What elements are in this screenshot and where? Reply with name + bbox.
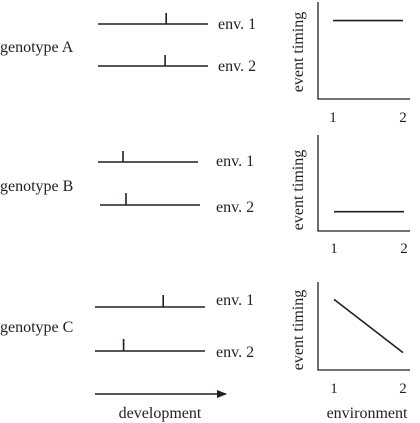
development-label: development [119, 405, 202, 422]
genotype-a-ylabel: event timing [290, 12, 307, 92]
genotype-b-xtick-1: 1 [330, 241, 338, 257]
genotype-c-env1-label: env. 1 [216, 292, 254, 309]
genotype-a-xtick-1: 1 [329, 110, 337, 126]
genotype-b-label: genotype B [0, 178, 73, 195]
genotype-c-plot-axes [317, 282, 410, 371]
genotype-a-plot-axes [317, 2, 410, 100]
environment-label: environment [327, 405, 408, 422]
genotype-a-env2-label: env. 2 [218, 58, 256, 75]
genotype-b-xtick-2: 2 [400, 241, 408, 257]
genotype-a-label: genotype A [0, 39, 74, 56]
genotype-a-xtick-2: 2 [399, 110, 407, 126]
genotype-b-ylabel: event timing [290, 150, 307, 230]
genotype-c-xtick-2: 2 [399, 381, 407, 397]
genotype-c-reaction-norm-line [333, 298, 404, 354]
panel-genotype-c: genotype C env. 1 env. 2 event timing 1 … [0, 282, 410, 397]
genotype-c-xtick-1: 1 [330, 381, 338, 397]
genotype-a-env1-label: env. 1 [218, 16, 256, 33]
genotype-c-env2-label: env. 2 [216, 344, 254, 361]
genotype-b-env1-label: env. 1 [216, 153, 254, 170]
panel-genotype-b: genotype B env. 1 env. 2 event timing 1 … [0, 135, 410, 257]
genotype-c-ylabel: event timing [290, 290, 307, 370]
genotype-b-env2-label: env. 2 [216, 199, 254, 216]
genotype-c-label: genotype C [0, 319, 73, 336]
genotype-b-plot-axes [317, 135, 410, 232]
panel-genotype-a: genotype A env. 1 env. 2 event timing 1 … [0, 2, 410, 126]
